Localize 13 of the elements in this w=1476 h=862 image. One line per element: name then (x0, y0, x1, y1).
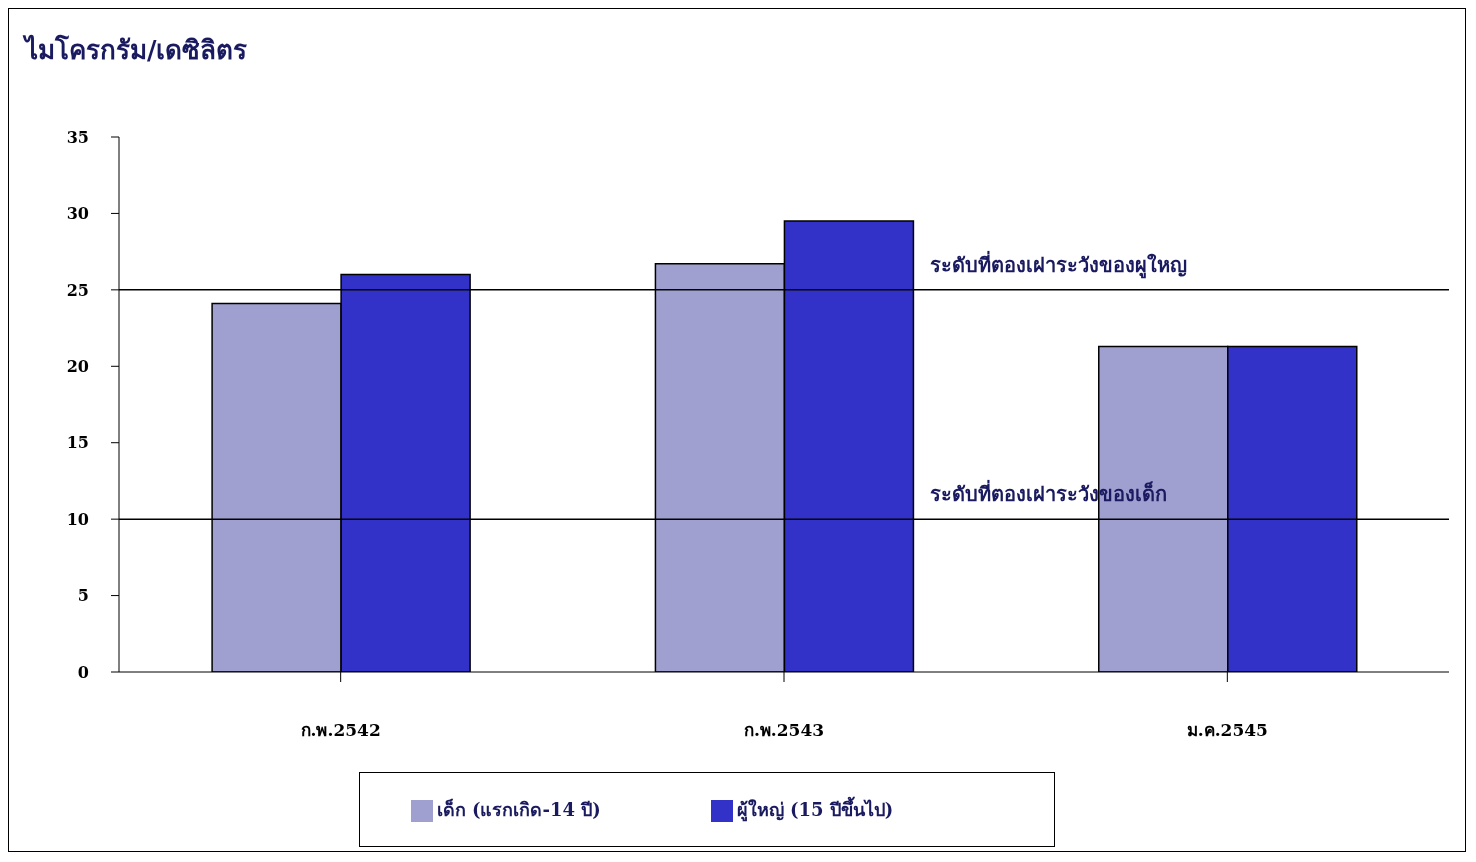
y-tick-label: 35 (66, 127, 89, 147)
y-tick-label: 25 (66, 280, 89, 300)
x-tick-label: ก.พ.2543 (743, 720, 825, 741)
legend-label: เด็ก (แรกเกิด-14 ปี) (436, 799, 601, 820)
x-tick-label: ก.พ.2542 (300, 720, 381, 741)
y-tick-label: 5 (77, 586, 89, 606)
y-tick-label: 0 (77, 662, 89, 682)
y-tick-label: 20 (66, 356, 89, 376)
y-tick-label: 30 (66, 204, 89, 224)
y-tick-label: 15 (66, 433, 89, 453)
y-tick-label: 10 (66, 509, 89, 529)
x-tick-label: ม.ค.2545 (1186, 720, 1268, 741)
ref-line-label: ระดับที่ตองเฝาระวังของผูใหญ (930, 249, 1188, 279)
